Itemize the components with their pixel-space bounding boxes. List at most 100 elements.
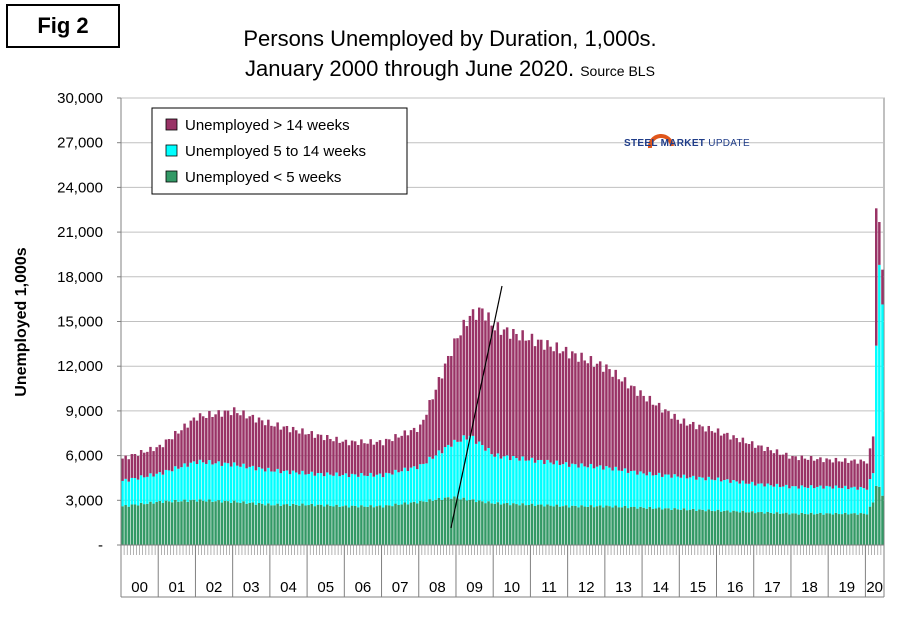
bar-short	[819, 512, 822, 545]
bar-mid	[850, 487, 853, 514]
bar-long	[583, 360, 586, 467]
bar-mid	[546, 459, 549, 505]
bar-short	[546, 504, 549, 545]
bar-short	[586, 506, 590, 545]
bar-mid	[583, 466, 586, 507]
bar-mid	[871, 473, 875, 503]
bar-long	[629, 385, 633, 472]
bar-long	[868, 448, 872, 480]
bar-short	[605, 505, 608, 545]
bar-short	[415, 503, 419, 545]
bar-long	[279, 429, 282, 474]
bar-long	[586, 363, 590, 468]
bar-short	[378, 505, 382, 545]
bar-mid	[881, 304, 884, 496]
bar-short	[158, 500, 162, 545]
bar-short	[276, 503, 279, 545]
legend-swatch	[165, 144, 178, 157]
bar-long	[446, 355, 450, 445]
x-axis: 00 01 02 03 04 05 06 07 08 09 10 11 12 13 14 15 16 17 18 19…	[120, 544, 885, 598]
bar-short	[701, 509, 704, 545]
bar-mid	[747, 483, 751, 513]
bar-short	[502, 503, 506, 545]
bar-mid	[670, 477, 673, 510]
bar-long	[425, 414, 428, 464]
bar-mid	[707, 476, 710, 510]
bar-short	[232, 500, 236, 545]
bar-mid	[313, 475, 317, 507]
bar-mid	[453, 439, 456, 497]
bar-short	[496, 502, 500, 545]
bar-long	[750, 441, 754, 482]
bar-long	[797, 460, 800, 489]
bar-long	[276, 422, 279, 469]
bar-long	[406, 435, 410, 472]
bar-short	[865, 514, 869, 545]
bar-long	[263, 425, 267, 472]
bar-mid	[412, 466, 416, 502]
bar-long	[701, 426, 704, 478]
bar-mid	[282, 471, 286, 505]
bar-mid	[806, 487, 810, 515]
bar-mid	[431, 458, 434, 501]
bar-long	[847, 462, 850, 490]
bar-long	[757, 445, 760, 484]
bar-long	[549, 346, 552, 463]
bar-long	[183, 423, 186, 464]
bar-short	[484, 503, 487, 545]
bar-short	[422, 501, 425, 545]
bar-short	[130, 504, 134, 545]
bar-long	[552, 351, 555, 465]
bar-long	[667, 411, 670, 475]
bar-long	[738, 442, 742, 484]
bar-long	[136, 456, 140, 480]
bar-long	[198, 413, 202, 460]
bar-short	[781, 513, 785, 545]
bar-mid	[664, 474, 667, 509]
bar-mid	[571, 463, 574, 506]
bar-mid	[279, 473, 282, 506]
bar-short	[608, 506, 611, 545]
bar-long	[310, 431, 313, 472]
bar-mid	[366, 475, 369, 507]
bar-mid	[744, 483, 748, 513]
bar-mid	[788, 488, 791, 515]
bar-mid	[263, 471, 267, 506]
bar-short	[189, 500, 193, 545]
bar-long	[654, 405, 658, 475]
bar-short	[642, 507, 645, 545]
bar-long	[843, 458, 847, 486]
bar-mid	[515, 458, 518, 505]
bar-short	[282, 504, 286, 545]
bar-mid	[713, 480, 717, 512]
bar-long	[121, 458, 124, 481]
bar-long	[161, 447, 165, 475]
x-tick-label: 07	[392, 579, 409, 596]
bar-short	[878, 486, 881, 545]
bar-short	[394, 503, 397, 545]
bar-mid	[831, 488, 835, 515]
bar-mid	[124, 478, 127, 506]
bar-long	[688, 424, 692, 478]
bar-mid	[326, 472, 329, 505]
bar-long	[226, 410, 230, 464]
bar-mid	[419, 464, 422, 501]
bar-long	[453, 338, 456, 440]
bar-long	[239, 415, 242, 467]
x-tick-label: 08	[429, 579, 446, 596]
bar-short	[620, 507, 624, 545]
chart-title-line2-text: January 2000 through June 2020.	[245, 56, 575, 81]
bar-mid	[555, 460, 559, 505]
bar-mid	[232, 462, 236, 501]
bar-short	[685, 510, 689, 545]
bar-mid	[750, 481, 754, 512]
bar-mid	[310, 471, 313, 504]
x-tick-label: 02	[206, 579, 223, 596]
bar-mid	[552, 464, 555, 507]
bar-long	[803, 458, 807, 488]
bar-long	[558, 353, 562, 466]
bar-mid	[875, 345, 878, 486]
bar-long	[878, 222, 881, 265]
bar-mid	[403, 467, 407, 503]
bar-short	[462, 497, 465, 545]
